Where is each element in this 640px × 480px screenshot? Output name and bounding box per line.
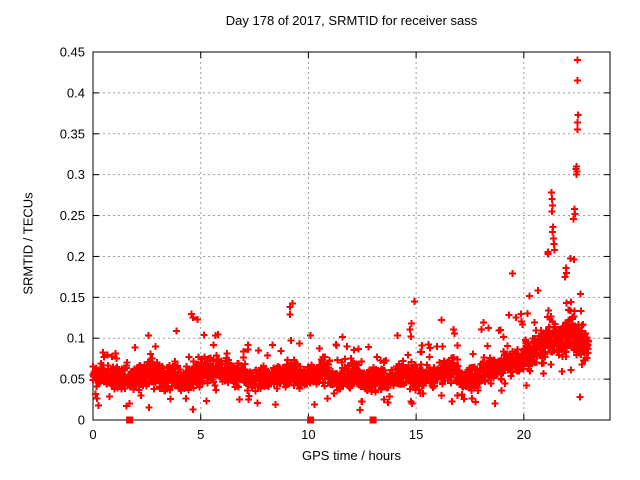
x-axis-label: GPS time / hours xyxy=(302,448,401,463)
y-tick-label: 0.05 xyxy=(60,372,85,387)
scatter-points xyxy=(89,56,592,414)
x-tick-label: 20 xyxy=(517,427,531,442)
y-tick-label: 0.4 xyxy=(67,85,85,100)
y-tick-label: 0 xyxy=(78,413,85,428)
x-tick-label: 5 xyxy=(197,427,204,442)
chart-title: Day 178 of 2017, SRMTID for receiver sas… xyxy=(225,13,478,28)
y-tick-label: 0.25 xyxy=(60,208,85,223)
y-tick-label: 0.45 xyxy=(60,45,85,60)
x-tick-label: 15 xyxy=(409,427,423,442)
y-tick-label: 0.35 xyxy=(60,126,85,141)
x-tick-label: 10 xyxy=(301,427,315,442)
zero-square-marker xyxy=(126,416,134,424)
y-tick-label: 0.1 xyxy=(67,331,85,346)
zero-square-marker xyxy=(307,416,315,424)
y-tick-label: 0.3 xyxy=(67,167,85,182)
y-tick-label: 0.15 xyxy=(60,290,85,305)
y-tick-label: 0.2 xyxy=(67,249,85,264)
x-tick-label: 0 xyxy=(89,427,96,442)
zero-square-marker xyxy=(369,416,377,424)
